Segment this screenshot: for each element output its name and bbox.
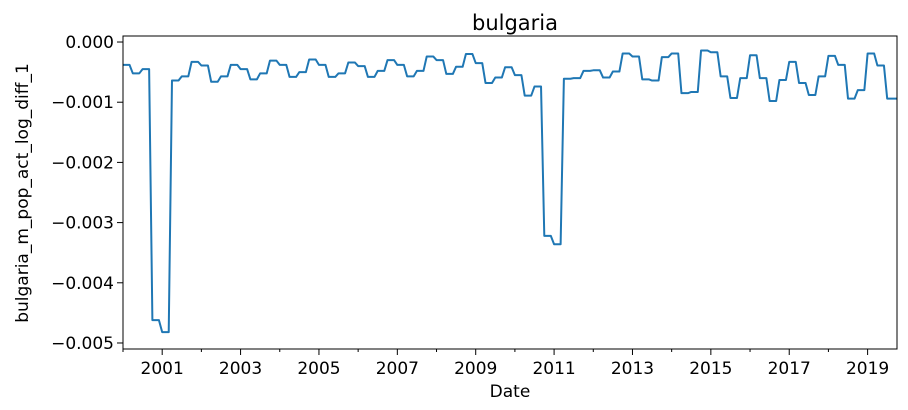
x-tick-label: 2017 <box>768 359 811 379</box>
plot-area-frame <box>122 35 898 350</box>
series-layer <box>123 49 897 334</box>
series-line-0 <box>123 49 897 334</box>
x-tick-label: 2003 <box>219 359 262 379</box>
y-tick-label: −0.005 <box>51 334 114 354</box>
y-tick-label: −0.003 <box>51 214 114 234</box>
y-tick-label: −0.004 <box>51 274 114 294</box>
x-tick-label: 2015 <box>689 359 732 379</box>
y-axis-label: bulgaria_m_pop_act_log_diff_1 <box>13 63 33 323</box>
x-axis-ticks: 2001 2003 2005 2007 2009 2011 2013 2015 2017 2019 <box>122 349 889 379</box>
chart-title: bulgaria <box>472 11 558 35</box>
x-tick-label: 2009 <box>454 359 497 379</box>
x-tick-label: 2007 <box>376 359 419 379</box>
x-axis-label: Date <box>490 382 531 402</box>
y-tick-label: −0.002 <box>51 153 114 173</box>
y-tick-label: 0.000 <box>65 33 114 53</box>
x-tick-label: 2019 <box>846 359 889 379</box>
x-tick-label: 2011 <box>532 359 575 379</box>
y-tick-label: −0.001 <box>51 93 114 113</box>
y-axis-ticks: 0.000 −0.001 −0.002 −0.003 −0.004 −0.005 <box>51 33 123 354</box>
x-tick-label: 2013 <box>611 359 654 379</box>
x-tick-label: 2005 <box>297 359 340 379</box>
x-tick-label: 2001 <box>141 359 184 379</box>
